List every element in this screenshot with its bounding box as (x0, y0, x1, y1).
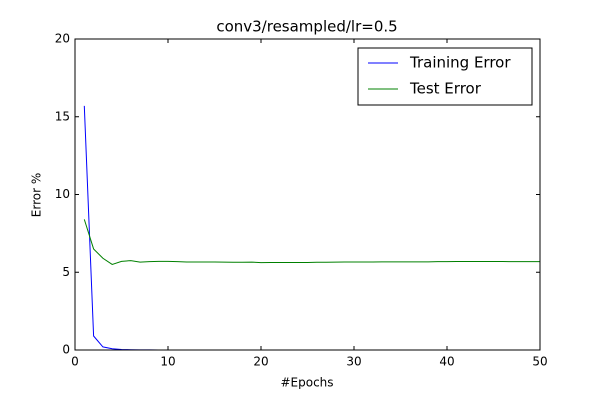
y-tick-label: 10 (55, 187, 70, 201)
plot-frame (74, 38, 541, 351)
chart-title: conv3/resampled/lr=0.5 (216, 18, 397, 36)
y-tick-label: 20 (55, 32, 70, 46)
y-tick-label: 5 (62, 265, 70, 279)
legend-label: Training Error (409, 54, 511, 72)
x-tick-label: 50 (532, 355, 547, 369)
x-tick-label: 10 (160, 355, 175, 369)
data-line (83, 219, 540, 266)
x-tick-label: 30 (346, 355, 361, 369)
x-tick-label: 40 (439, 355, 454, 369)
x-tick-label: 0 (71, 355, 79, 369)
x-axis-label: #Epochs (280, 376, 333, 390)
y-axis-label: Error % (30, 173, 44, 217)
y-tick-label: 0 (62, 343, 70, 357)
y-tick-label: 15 (55, 109, 70, 123)
data-line (83, 105, 540, 351)
x-tick-label: 20 (253, 355, 268, 369)
legend-label: Test Error (409, 80, 482, 98)
legend-box (357, 47, 533, 106)
